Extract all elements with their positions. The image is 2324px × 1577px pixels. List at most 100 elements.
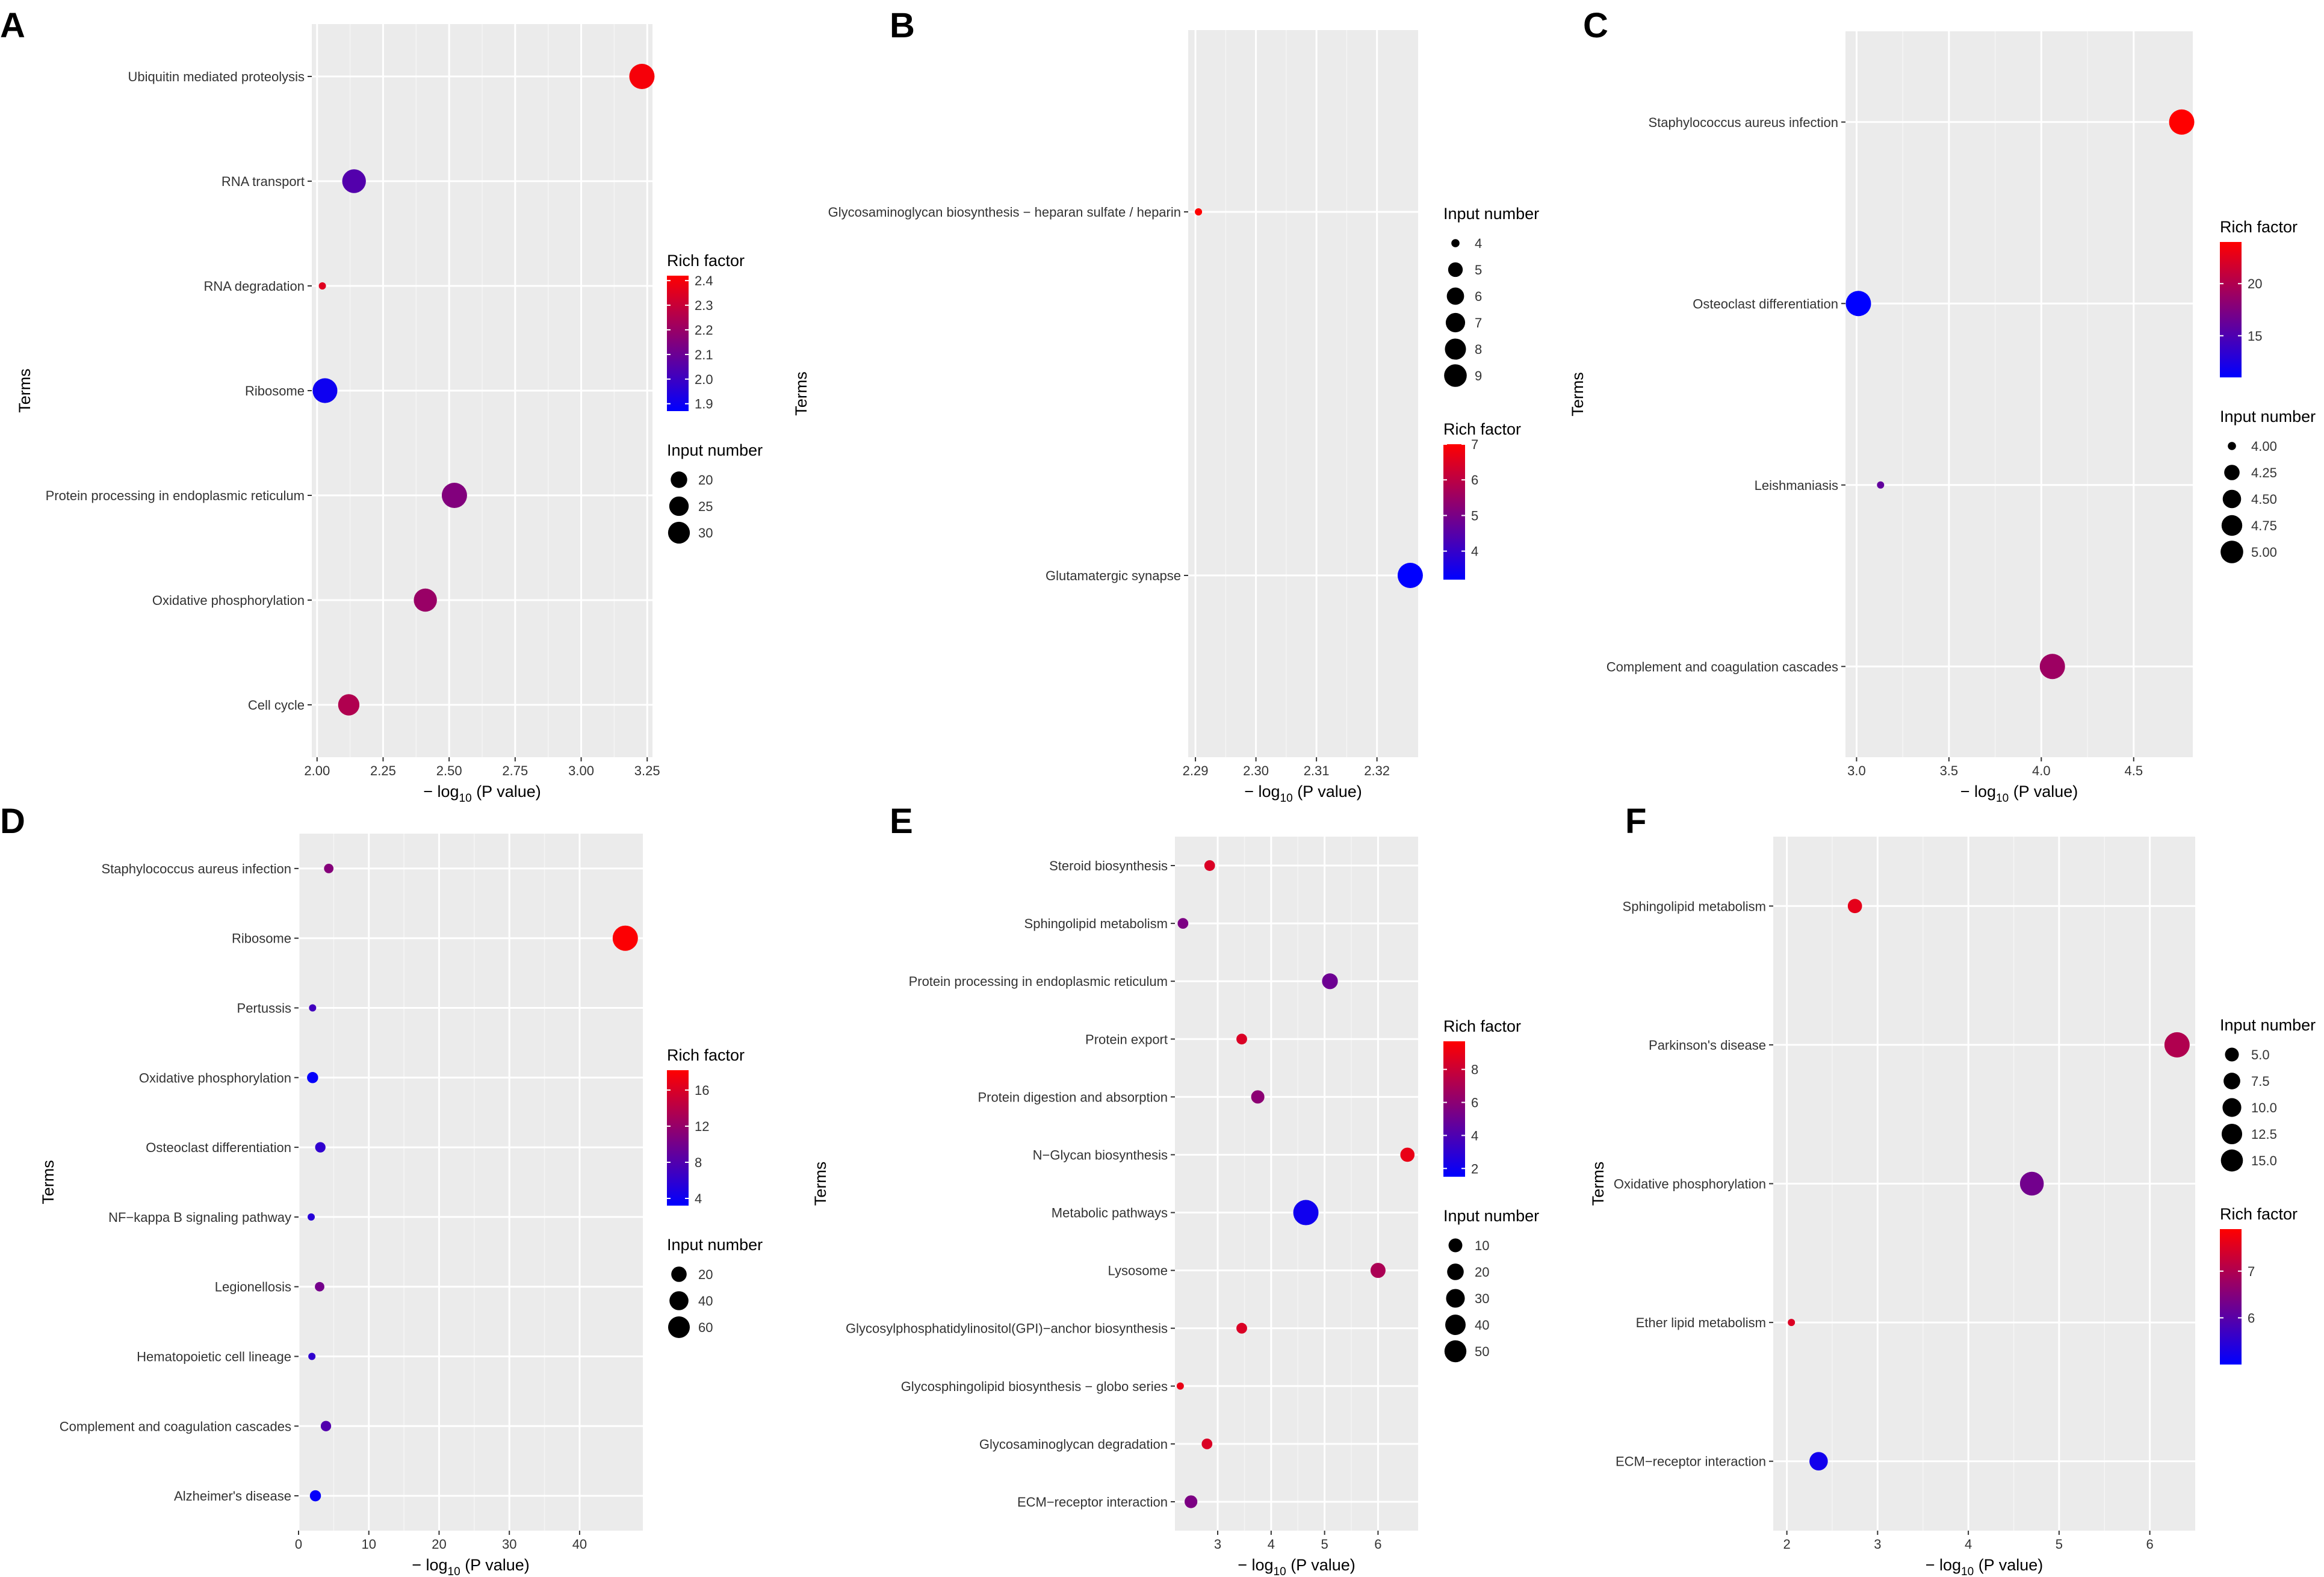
panel-letter: F [1625,802,1646,841]
x-tick-label: 3 [1214,1537,1221,1552]
color-tick-label: 2.4 [695,273,713,288]
color-tick-label: 20 [2248,276,2262,291]
term-label: Protein digestion and absorption [978,1089,1168,1105]
color-tick-label: 4 [1471,544,1478,559]
color-tick-label: 6 [1471,472,1478,488]
data-point [1195,208,1203,215]
size-key-label: 7.5 [2251,1074,2270,1089]
color-bar [667,276,689,411]
term-label: Glycosphingolipid biosynthesis − globo s… [901,1379,1168,1394]
plot-background [1188,30,1418,757]
size-key [2220,1149,2243,1172]
x-tick-label: 4.5 [2124,763,2143,778]
term-label: Metabolic pathways [1052,1206,1168,1221]
y-axis-title: Terms [811,1162,829,1206]
size-key [2223,1073,2240,1089]
color-legend-title: Rich factor [2220,218,2298,236]
color-tick-label: 5 [1471,508,1478,523]
size-key-label: 4.50 [2251,492,2277,507]
size-key [2221,1123,2243,1145]
term-label: Legionellosis [215,1280,291,1295]
color-tick-label: 16 [695,1083,709,1098]
term-label: Sphingolipid metabolism [1024,916,1168,931]
x-tick-label: 20 [432,1537,446,1552]
size-key [2225,1047,2239,1062]
panel-b: B 2.29 2.30 2.31 2.32 Glycosaminoglycan biosy… [792,6,1539,805]
size-key [1444,364,1467,387]
x-tick-label: 0 [295,1537,302,1552]
term-label: Hematopoietic cell lineage [137,1349,291,1365]
data-point [441,483,467,508]
x-axis-title: − log10 (P value) [1926,1556,2044,1577]
plot-background [1175,837,1418,1531]
panel-letter: A [0,6,25,45]
color-tick-label: 7 [1471,437,1478,452]
x-tick-label: 4 [1965,1537,1972,1552]
size-key-label: 30 [1475,1291,1489,1306]
size-key-label: 40 [698,1294,713,1309]
term-label: RNA degradation [203,279,305,294]
size-key [1448,1238,1463,1253]
data-point [308,1213,315,1221]
color-bar [2220,242,2242,377]
term-label: Glycosaminoglycan degradation [979,1437,1168,1452]
size-legend-title: Input number [1443,1207,1539,1225]
size-legend-title: Input number [2220,407,2316,426]
size-key [1445,312,1466,333]
data-point [1845,291,1871,317]
data-point [1293,1200,1319,1225]
term-label: Glycosylphosphatidylinositol(GPI)−anchor… [846,1321,1168,1336]
size-key [1446,1289,1465,1308]
data-point [318,282,326,290]
term-label: Parkinson's disease [1649,1038,1766,1053]
panel-letter: B [890,6,915,45]
term-label: Steroid biosynthesis [1049,858,1168,873]
color-legend-title: Rich factor [1443,1017,1521,1035]
size-key-label: 5 [1475,262,1482,277]
color-legend-title: Rich factor [667,252,745,270]
x-tick-label: 6 [2146,1537,2153,1552]
size-key [1445,1315,1466,1335]
data-point [320,1421,332,1431]
term-label: Osteoclast differentiation [146,1140,291,1155]
x-tick-label: 3.5 [1940,763,1959,778]
x-tick-label: 5 [2056,1537,2063,1552]
term-label: Ether lipid metabolism [1636,1315,1766,1330]
panel-f: F 2 3 4 5 6 Sphingolipid metabolism Parkinson's… [1589,802,2316,1577]
data-point [338,694,360,716]
size-key-label: 25 [698,499,713,514]
data-point [2164,1032,2190,1058]
y-axis-title: Terms [1589,1162,1607,1206]
data-point [1236,1033,1247,1045]
term-label: Ribosome [232,931,291,946]
size-key-label: 40 [1475,1318,1489,1333]
color-tick-label: 2.3 [695,298,713,313]
color-tick-label: 1.9 [695,397,713,412]
color-tick-label: 7 [2248,1264,2255,1279]
x-axis-title: − log10 (P value) [1238,1556,1356,1577]
data-point [1400,1147,1415,1162]
term-label: NF−kappa B signaling pathway [108,1210,291,1225]
color-bar [1443,444,1465,580]
color-tick-label: 2.1 [695,347,713,362]
x-tick-label: 2.75 [502,763,528,778]
term-label: Protein export [1085,1032,1168,1047]
size-key [668,521,690,544]
term-label: Staphylococcus aureus infection [1648,115,1838,130]
size-key-label: 5.00 [2251,545,2277,560]
term-label: Oxidative phosphorylation [152,593,305,608]
panel-letter: E [890,802,913,841]
size-key [2221,515,2243,536]
term-label: Ubiquitin mediated proteolysis [128,69,305,84]
y-axis-title: Terms [39,1160,57,1204]
data-point [1201,1438,1213,1449]
data-point [1877,481,1885,489]
color-bar [1443,1041,1465,1177]
x-tick-label: 4.0 [2032,763,2051,778]
term-label: Glutamatergic synapse [1046,568,1181,583]
x-tick-label: 5 [1321,1537,1328,1552]
x-tick-label: 2.25 [370,763,396,778]
size-key [1444,1340,1467,1363]
panel-e: E 3 4 5 6 Steroid biosynthesis Sphingolipid me… [811,802,1539,1577]
size-legend-title: Input number [1443,205,1539,223]
